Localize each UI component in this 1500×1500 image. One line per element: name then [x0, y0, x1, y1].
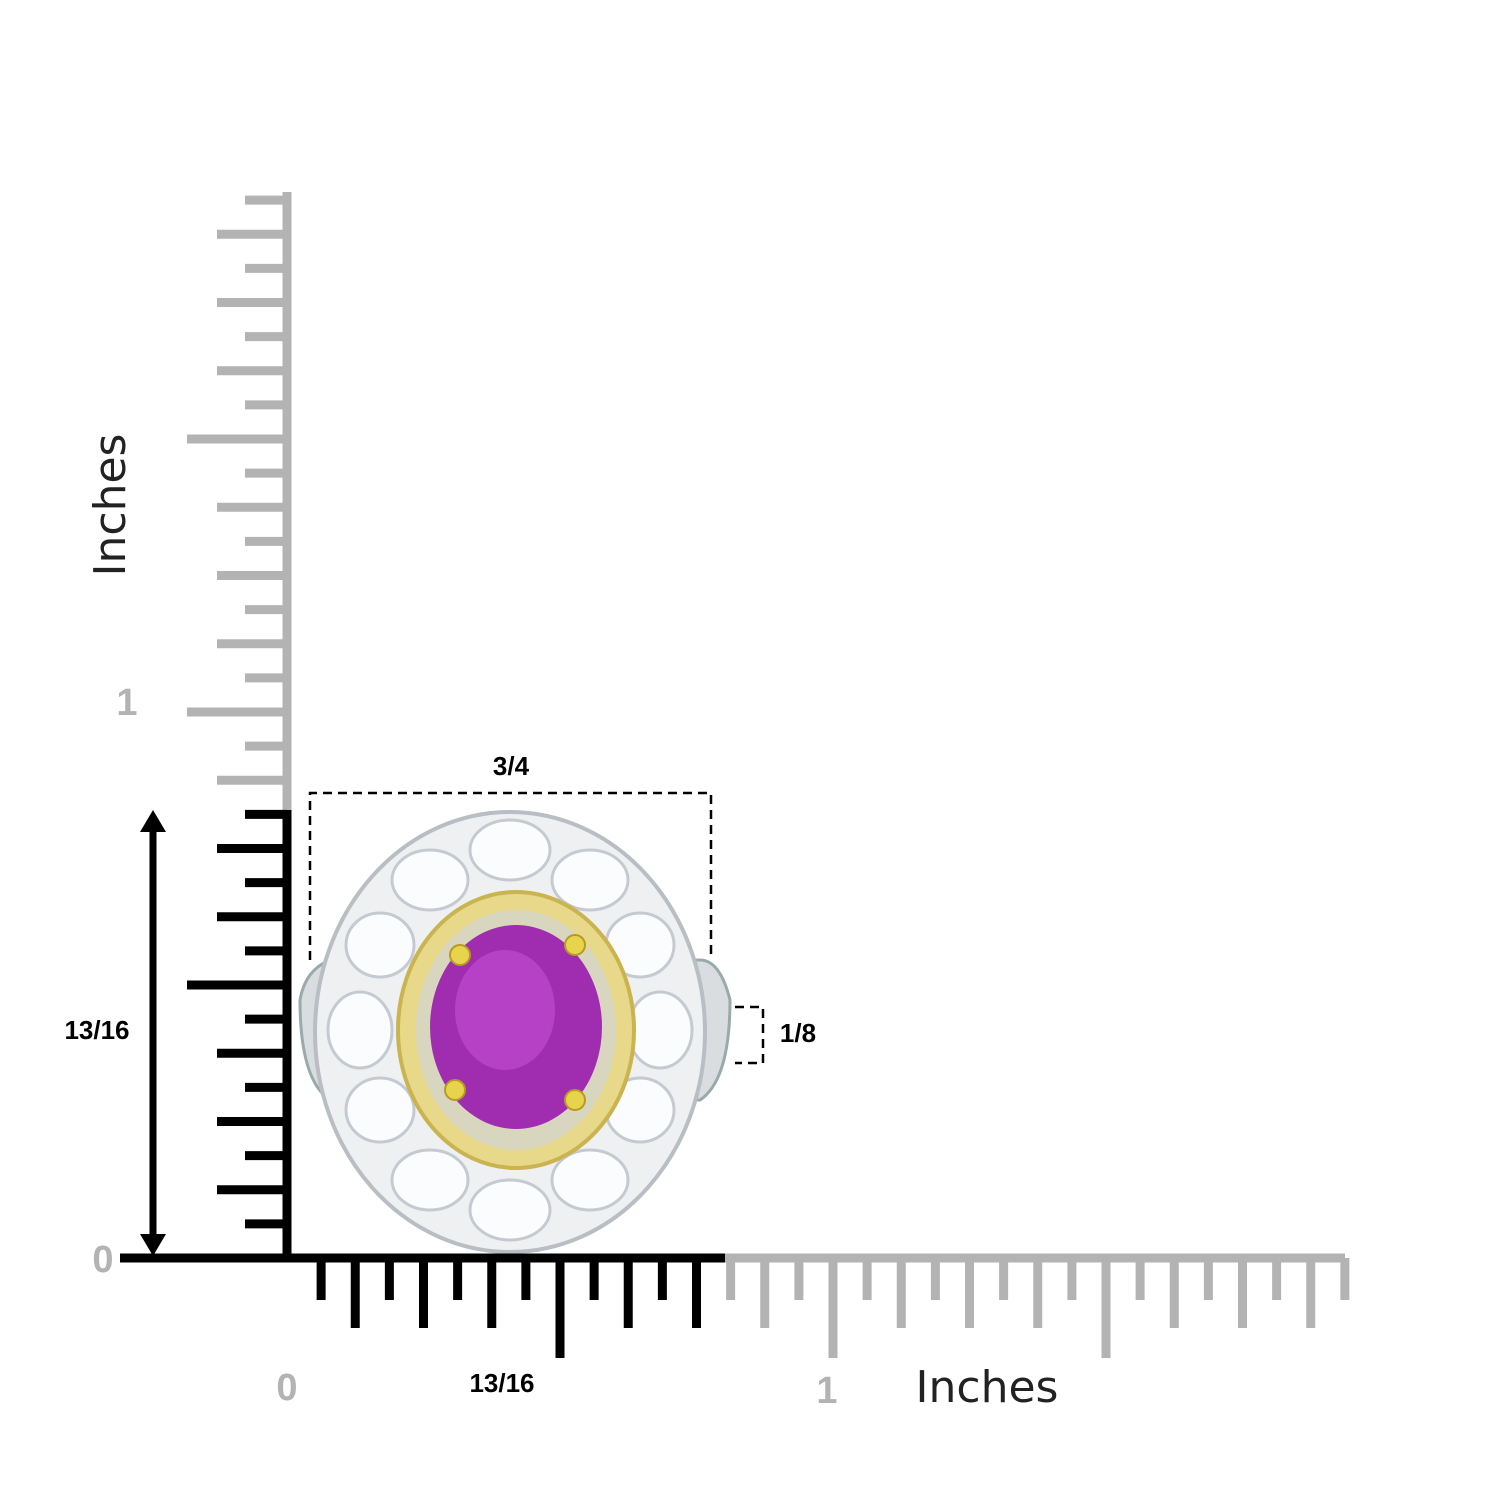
band-label: 1/8 — [780, 1018, 816, 1048]
arrow-head — [140, 1234, 166, 1256]
length-label: 13/16 — [469, 1368, 534, 1398]
y-tick-label: 0 — [92, 1239, 113, 1281]
band-bracket — [735, 1005, 765, 1065]
ring-image — [298, 810, 732, 1254]
x-tick-label: 1 — [816, 1370, 837, 1412]
arrow-head — [140, 810, 166, 832]
height-label: 13/16 — [64, 1015, 129, 1045]
y-unit: Inches — [85, 434, 136, 577]
x-tick-label: 0 — [276, 1367, 297, 1409]
y-tick-label: 1 — [116, 682, 137, 724]
x-unit: Inches — [916, 1362, 1059, 1413]
width-label: 3/4 — [493, 751, 530, 781]
width-bracket — [308, 791, 713, 960]
